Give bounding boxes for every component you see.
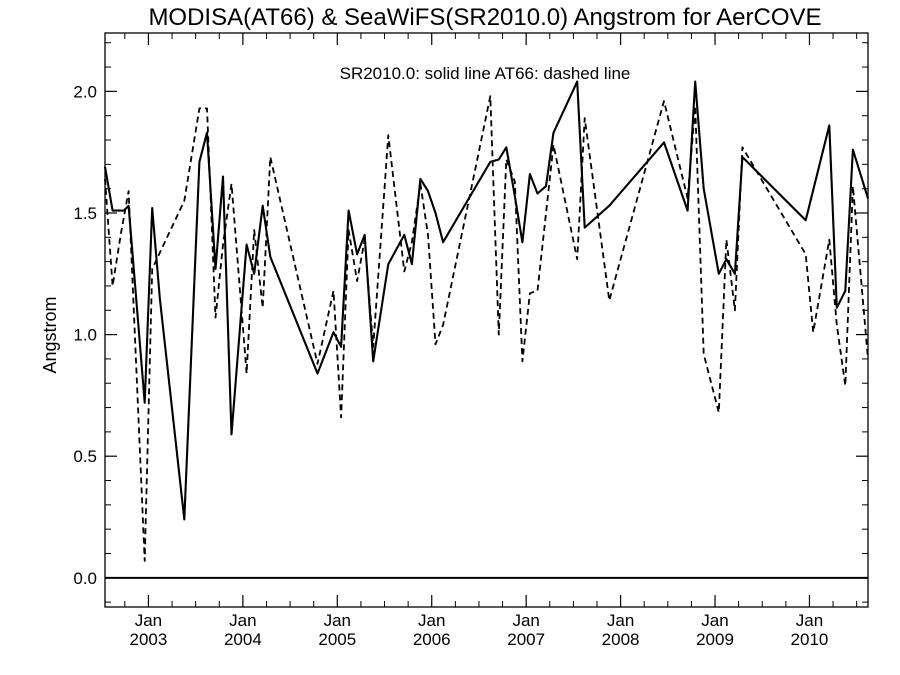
- x-tick-month-label: Jan: [796, 611, 823, 630]
- x-tick-year-label: 2010: [791, 630, 829, 649]
- y-tick-label: 1.0: [73, 326, 97, 345]
- x-tick-year-label: 2004: [224, 630, 262, 649]
- legend-annotation: SR2010.0: solid line AT66: dashed line: [340, 64, 631, 83]
- x-tick-month-label: Jan: [701, 611, 728, 630]
- series-line-at66: [104, 95, 869, 562]
- x-tick-month-label: Jan: [135, 611, 162, 630]
- chart-title: MODISA(AT66) & SeaWiFS(SR2010.0) Angstro…: [148, 4, 821, 31]
- axes: 0.00.51.01.52.0Jan2003Jan2004Jan2005Jan2…: [73, 33, 868, 649]
- x-tick-month-label: Jan: [418, 611, 445, 630]
- x-tick-year-label: 2009: [696, 630, 734, 649]
- plot-frame: [104, 32, 869, 608]
- x-tick-year-label: 2007: [507, 630, 545, 649]
- y-tick-label: 0.5: [73, 447, 97, 466]
- y-tick-label: 0.0: [73, 569, 97, 588]
- x-tick-month-label: Jan: [607, 611, 634, 630]
- x-tick-year-label: 2003: [130, 630, 168, 649]
- x-tick-month-label: Jan: [512, 611, 539, 630]
- series-line-sr2010-0: [103, 80, 870, 521]
- series-layer: [103, 80, 870, 562]
- y-tick-label: 2.0: [73, 82, 97, 101]
- x-tick-month-label: Jan: [229, 611, 256, 630]
- x-tick-year-label: 2006: [413, 630, 451, 649]
- x-tick-year-label: 2005: [318, 630, 356, 649]
- y-tick-label: 1.5: [73, 204, 97, 223]
- y-axis-label: Angstrom: [40, 296, 60, 373]
- x-tick-year-label: 2008: [602, 630, 640, 649]
- x-tick-month-label: Jan: [324, 611, 351, 630]
